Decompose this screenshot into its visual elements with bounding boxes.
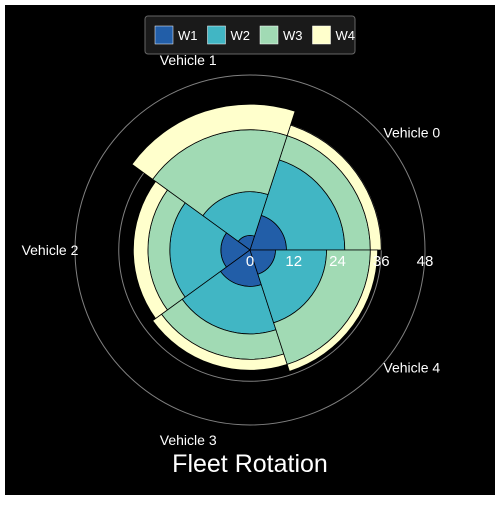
category-label-4: Vehicle 4 — [383, 360, 440, 376]
r-tick-label-2: 24 — [329, 253, 346, 270]
legend: W1 W2 W3 W4 — [144, 15, 356, 55]
legend-swatch-w1 — [154, 25, 174, 45]
legend-label-w3: W3 — [283, 28, 303, 43]
grid-circle-4 — [74, 74, 426, 426]
category-label-2: Vehicle 2 — [22, 242, 79, 258]
legend-box — [144, 15, 356, 55]
bar-w4-vehicle-1 — [131, 103, 296, 180]
category-label-0: Vehicle 0 — [383, 124, 440, 140]
category-labels: Vehicle 0 Vehicle 1 Vehicle 2 Vehicle 3 Vehi… — [22, 52, 441, 448]
legend-swatch-w2 — [207, 25, 226, 45]
r-tick-label-4: 48 — [417, 253, 434, 270]
legend-label-w2: W2 — [231, 28, 251, 43]
chart-title: Fleet Rotation — [172, 450, 328, 478]
bar-w4-vehicle-4 — [286, 249, 379, 372]
category-label-3: Vehicle 3 — [160, 432, 217, 448]
legend-swatch-w4 — [312, 25, 331, 45]
radial-tick-labels: 0 12 24 36 48 — [246, 253, 434, 270]
legend-swatch-w3 — [259, 25, 279, 45]
category-label-1: Vehicle 1 — [160, 52, 217, 68]
legend-label-w4: W4 — [336, 28, 356, 43]
legend-label-w1: W1 — [178, 28, 198, 43]
r-tick-label-1: 12 — [285, 253, 302, 270]
r-tick-label-0: 0 — [246, 253, 254, 270]
r-tick-label-3: 36 — [373, 253, 390, 270]
bar-segments — [131, 103, 382, 372]
